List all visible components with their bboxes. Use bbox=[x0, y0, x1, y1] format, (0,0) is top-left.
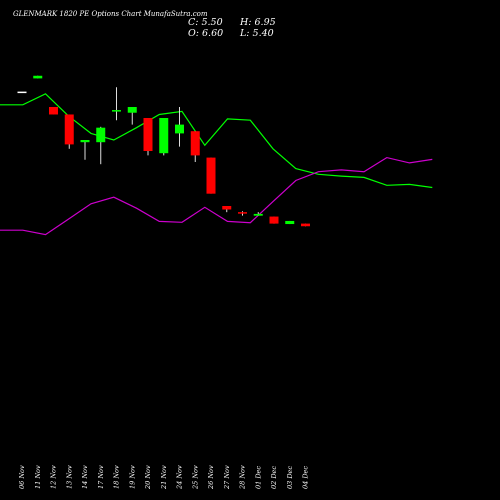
chart-title: GLENMARK 1820 PE Options Chart MunafaSut… bbox=[13, 10, 208, 18]
candle-body bbox=[175, 124, 184, 134]
candle bbox=[112, 87, 121, 121]
candle-body bbox=[33, 75, 43, 79]
candle-body bbox=[253, 213, 263, 216]
candle bbox=[96, 126, 106, 165]
candle-body bbox=[285, 220, 295, 225]
x-tick-label: 17 Nov bbox=[97, 465, 105, 489]
candle-body bbox=[112, 110, 121, 112]
x-tick-label: 11 Nov bbox=[34, 465, 42, 489]
x-tick-label: 20 Nov bbox=[144, 465, 152, 490]
candles bbox=[17, 75, 310, 227]
x-tick-label: 04 Dec bbox=[302, 466, 310, 489]
low-label: L: 5.40 bbox=[239, 28, 274, 39]
x-tick-label: 02 Dec bbox=[270, 466, 278, 489]
open-label: O: 6.60 bbox=[188, 28, 223, 39]
x-tick-label: 01 Dec bbox=[254, 466, 262, 489]
candle bbox=[80, 140, 90, 160]
candle bbox=[253, 212, 263, 216]
x-tick-label: 18 Nov bbox=[113, 465, 121, 489]
candle bbox=[301, 223, 310, 227]
candle-body bbox=[80, 140, 90, 143]
candle-body bbox=[238, 212, 247, 214]
candle-body bbox=[206, 157, 216, 194]
candle bbox=[17, 91, 27, 94]
x-tick-label: 25 Nov bbox=[191, 465, 199, 490]
x-tick-label: 19 Nov bbox=[128, 465, 136, 489]
x-tick-label: 28 Nov bbox=[239, 465, 247, 490]
candle bbox=[127, 107, 137, 125]
candle-body bbox=[49, 107, 58, 115]
candle-body bbox=[269, 216, 279, 224]
candle-body bbox=[127, 107, 137, 113]
candle-body bbox=[301, 223, 310, 227]
candle bbox=[190, 131, 200, 162]
candle bbox=[64, 114, 74, 149]
candle bbox=[285, 220, 295, 225]
candle bbox=[143, 118, 153, 156]
x-tick-label: 24 Nov bbox=[176, 465, 184, 490]
x-tick-label: 27 Nov bbox=[223, 465, 231, 490]
x-tick-label: 12 Nov bbox=[50, 465, 58, 489]
candle bbox=[49, 107, 58, 115]
candle-body bbox=[143, 118, 153, 151]
candle bbox=[269, 216, 279, 224]
candle-body bbox=[96, 127, 106, 143]
x-tick-label: 26 Nov bbox=[207, 465, 215, 490]
x-axis: 06 Nov 11 Nov 12 Nov 13 Nov 14 Nov 17 Nov 18 N… bbox=[18, 465, 310, 490]
magenta-line bbox=[0, 156, 433, 236]
candle bbox=[206, 157, 216, 194]
x-tick-label: 06 Nov bbox=[18, 465, 26, 489]
candle bbox=[175, 107, 184, 147]
candle bbox=[159, 118, 169, 156]
x-tick-label: 03 Dec bbox=[286, 466, 294, 489]
candle bbox=[33, 75, 43, 79]
close-label: C: 5.50 bbox=[188, 17, 223, 28]
candle bbox=[222, 206, 232, 213]
candle-body bbox=[64, 114, 74, 145]
candle-body bbox=[17, 91, 27, 94]
candle-body bbox=[159, 118, 169, 154]
candle bbox=[238, 211, 247, 216]
candle-body bbox=[190, 131, 200, 156]
candle-body bbox=[222, 206, 232, 210]
x-tick-label: 21 Nov bbox=[160, 465, 168, 490]
x-tick-label: 13 Nov bbox=[65, 465, 73, 489]
high-label: H: 6.95 bbox=[239, 17, 276, 28]
x-tick-label: 14 Nov bbox=[81, 465, 89, 489]
